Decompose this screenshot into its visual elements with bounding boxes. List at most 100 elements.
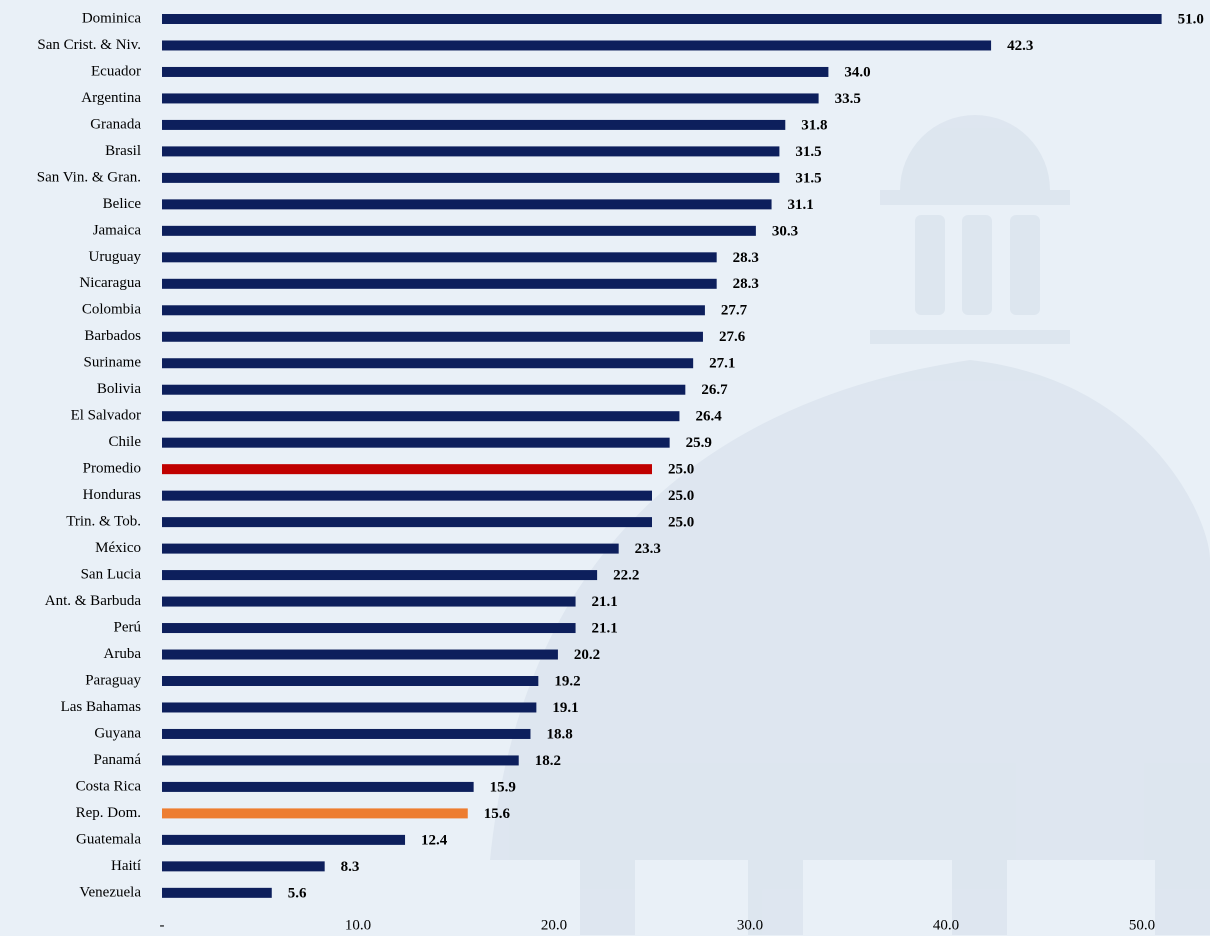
y-tick-label: Las Bahamas	[61, 699, 142, 715]
value-label: 19.1	[552, 700, 578, 716]
y-tick-label: Promedio	[83, 461, 141, 477]
bar	[162, 543, 619, 554]
y-tick-label: San Vin. & Gran.	[37, 169, 141, 185]
bar	[162, 808, 468, 819]
bar	[162, 358, 694, 369]
y-tick-label: Uruguay	[89, 249, 142, 265]
value-label: 23.3	[635, 541, 661, 557]
x-tick-label: 20.0	[541, 917, 567, 933]
y-tick-label: Argentina	[81, 90, 141, 106]
x-tick-label: 40.0	[933, 917, 959, 933]
value-label: 26.4	[695, 409, 722, 425]
bar	[162, 887, 272, 898]
value-label: 15.6	[484, 806, 511, 822]
value-label: 25.9	[686, 435, 712, 451]
y-tick-label: Barbados	[84, 328, 141, 344]
watermark	[490, 115, 1210, 935]
bar	[162, 437, 670, 448]
bar	[162, 517, 652, 528]
bar	[162, 225, 756, 236]
bar	[162, 146, 780, 157]
value-label: 8.3	[341, 859, 360, 875]
value-label: 15.9	[490, 779, 516, 795]
bar	[162, 172, 780, 183]
y-tick-label: Costa Rica	[76, 778, 142, 794]
x-tick-label: 30.0	[737, 917, 763, 933]
y-tick-label: Guatemala	[76, 831, 141, 847]
value-label: 25.0	[668, 515, 694, 531]
bar	[162, 199, 772, 210]
bar	[162, 305, 705, 316]
y-tick-label: Guyana	[94, 725, 141, 741]
value-label: 20.2	[574, 647, 600, 663]
bar	[162, 623, 576, 634]
bar	[162, 93, 819, 104]
value-label: 25.0	[668, 462, 694, 478]
y-tick-label: Haití	[111, 858, 141, 874]
y-tick-label: Brasil	[105, 143, 141, 159]
y-tick-label: Belice	[103, 196, 142, 212]
y-tick-label: El Salvador	[71, 408, 141, 424]
value-label: 31.5	[795, 144, 821, 160]
bar	[162, 676, 539, 686]
y-tick-label: Perú	[114, 619, 142, 635]
y-tick-label: Panamá	[94, 752, 142, 768]
value-label: 19.2	[554, 673, 580, 689]
value-label: 18.8	[546, 726, 572, 742]
bar	[162, 834, 406, 845]
value-label: 31.8	[801, 117, 827, 133]
y-tick-label: Paraguay	[85, 672, 141, 688]
x-tick-label: 50.0	[1129, 917, 1155, 933]
bar	[162, 596, 576, 607]
y-tick-label: Suriname	[84, 355, 142, 371]
value-label: 18.2	[535, 753, 561, 769]
y-tick-label: Honduras	[83, 487, 141, 503]
bar	[162, 490, 652, 501]
value-label: 28.3	[733, 250, 759, 266]
y-tick-label: Nicaragua	[79, 275, 141, 291]
value-label: 27.7	[721, 303, 748, 319]
bar	[162, 14, 1162, 24]
value-label: 22.2	[613, 568, 639, 584]
value-label: 31.1	[788, 197, 814, 213]
bar	[162, 384, 686, 395]
y-tick-label: México	[95, 540, 141, 556]
y-tick-label: San Lucia	[81, 567, 142, 583]
value-label: 12.4	[421, 832, 448, 848]
value-label: 21.1	[592, 620, 618, 636]
bar	[162, 570, 598, 581]
x-tick-label: 10.0	[345, 917, 371, 933]
y-tick-label: Bolivia	[97, 381, 142, 397]
bar	[162, 119, 786, 130]
value-label: 34.0	[844, 64, 870, 80]
bar	[162, 702, 537, 713]
value-label: 27.6	[719, 329, 746, 345]
value-label: 5.6	[288, 885, 307, 901]
bar	[162, 252, 717, 263]
value-label: 51.0	[1178, 11, 1204, 27]
bar	[162, 40, 992, 51]
bar	[162, 781, 474, 792]
value-label: 21.1	[592, 594, 618, 610]
x-tick-label: -	[160, 917, 165, 933]
y-tick-label: Granada	[90, 116, 141, 132]
bar	[162, 278, 717, 289]
y-tick-label: Chile	[109, 434, 142, 450]
bar	[162, 66, 829, 77]
y-tick-label: Dominica	[82, 10, 141, 26]
value-label: 30.3	[772, 223, 798, 239]
value-label: 27.1	[709, 356, 735, 372]
bar	[162, 861, 325, 872]
value-label: 33.5	[835, 91, 861, 107]
y-tick-label: Trin. & Tob.	[66, 514, 141, 530]
bar	[162, 411, 680, 422]
y-tick-label: Jamaica	[93, 222, 142, 238]
y-tick-label: Rep. Dom.	[76, 805, 141, 821]
y-tick-label: Ecuador	[91, 63, 141, 79]
value-label: 42.3	[1007, 38, 1033, 54]
y-tick-label: Ant. & Barbuda	[45, 593, 142, 609]
value-label: 28.3	[733, 276, 759, 292]
bar	[162, 755, 519, 766]
bar	[162, 649, 558, 660]
